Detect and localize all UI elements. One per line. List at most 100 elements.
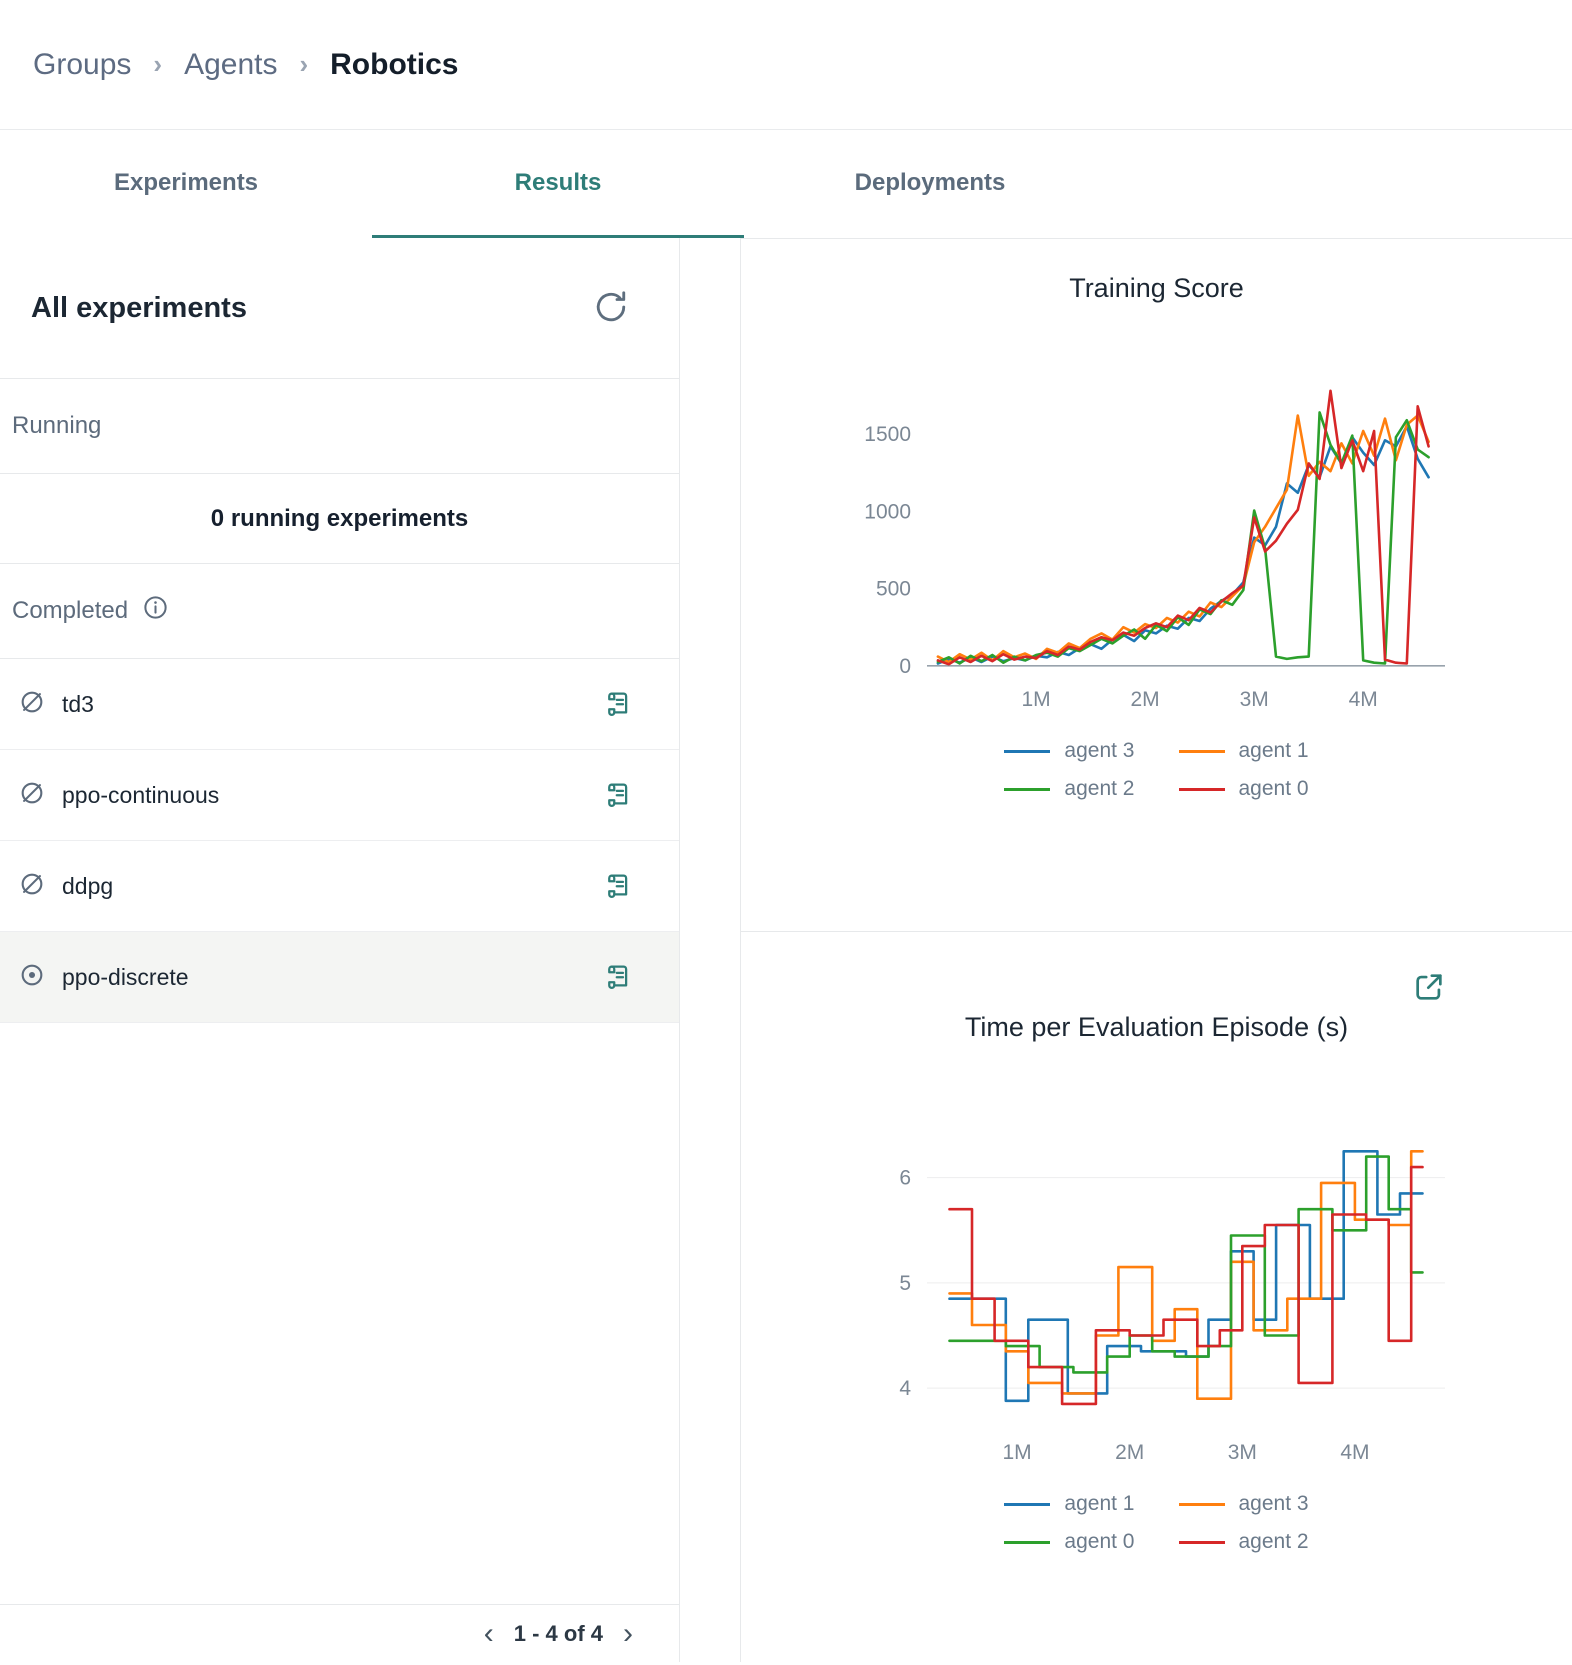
log-scroll-icon: [603, 779, 633, 812]
legend-label: agent 3: [1064, 739, 1135, 762]
info-icon[interactable]: [142, 594, 169, 628]
open-external-button[interactable]: [1408, 966, 1450, 1011]
chart-title: Training Score: [1069, 273, 1244, 303]
y-tick-label: 0: [899, 655, 911, 678]
completed-label: Completed: [12, 597, 129, 624]
pagination: ‹ 1 - 4 of 4 ›: [0, 1604, 679, 1662]
experiment-row-td3[interactable]: td3: [0, 659, 679, 750]
view-logs-button[interactable]: [599, 684, 637, 725]
y-tick-label: 500: [875, 578, 910, 601]
x-tick-label: 2M: [1115, 1441, 1144, 1464]
legend-swatch: [1004, 1502, 1051, 1506]
breadcrumb-separator-icon: ›: [299, 49, 309, 79]
refresh-button[interactable]: [589, 285, 633, 332]
experiments-panel: All experiments Running 0 running experi…: [0, 238, 680, 1662]
x-tick-label: 3M: [1227, 1441, 1256, 1464]
legend-item-agent-3: agent 3: [1004, 739, 1135, 763]
tab-deployments[interactable]: Deployments: [854, 168, 1006, 196]
x-tick-label: 4M: [1340, 1441, 1369, 1464]
y-tick-label: 4: [899, 1377, 911, 1400]
legend-label: agent 2: [1238, 1530, 1309, 1553]
legend-item-agent-2: agent 2: [1004, 777, 1135, 801]
legend-item-agent-1: agent 1: [1004, 1492, 1135, 1516]
visibility-off-icon[interactable]: [18, 779, 46, 812]
training-score-legend: agent 3 agent 1 agent 2 agent 0: [847, 739, 1467, 801]
experiment-name: ppo-continuous: [62, 781, 220, 808]
experiment-name: ddpg: [62, 872, 114, 899]
log-scroll-icon: [603, 961, 633, 994]
legend-item-agent-2: agent 2: [1178, 1530, 1309, 1554]
running-label: Running: [12, 412, 102, 439]
results-panel: Training Score 0 500 1000 1500 1M 2M 3M 4M agen…: [740, 238, 1572, 1662]
legend-swatch: [1178, 787, 1225, 791]
series-line-agent-3: [947, 1150, 1424, 1400]
legend-swatch: [1178, 749, 1225, 753]
breadcrumb-groups[interactable]: Groups: [33, 47, 132, 81]
breadcrumb-agents[interactable]: Agents: [184, 47, 278, 81]
log-scroll-icon: [603, 870, 633, 903]
eval-time-card: Time per Evaluation Episode (s) 4 5 6 1M 2M 3…: [741, 931, 1572, 1662]
training-score-card: Training Score 0 500 1000 1500 1M 2M 3M 4M agen…: [741, 239, 1572, 931]
legend-label: agent 0: [1238, 777, 1309, 800]
visibility-off-icon[interactable]: [18, 870, 46, 903]
visibility-off-icon[interactable]: [18, 688, 46, 721]
experiment-row-ppo-discrete[interactable]: ppo-discrete: [0, 932, 679, 1023]
legend-label: agent 3: [1238, 1492, 1309, 1515]
x-tick-label: 3M: [1239, 688, 1268, 711]
eval-time-chart: 4 5 6 1M 2M 3M 4M: [899, 1150, 1445, 1464]
eval-time-legend: agent 1 agent 3 agent 0 agent 2: [847, 1492, 1467, 1554]
series-line-agent-0: [947, 1155, 1424, 1374]
y-tick-label: 5: [899, 1272, 911, 1295]
legend-swatch: [1004, 1540, 1051, 1544]
breadcrumb-separator-icon: ›: [153, 49, 163, 79]
legend-item-agent-0: agent 0: [1178, 777, 1309, 801]
series-line-agent-2: [947, 1165, 1424, 1406]
pagination-next-icon[interactable]: ›: [619, 1618, 637, 1649]
legend-label: agent 1: [1238, 739, 1309, 762]
legend-item-agent-3: agent 3: [1178, 1492, 1309, 1516]
legend-item-agent-1: agent 1: [1178, 739, 1309, 763]
y-tick-label: 1000: [864, 500, 911, 523]
legend-item-agent-0: agent 0: [1004, 1530, 1135, 1554]
view-logs-button[interactable]: [599, 957, 637, 998]
series-line-agent-1: [947, 1150, 1424, 1403]
visibility-on-icon[interactable]: [18, 961, 46, 994]
experiment-row-ppo-continuous[interactable]: ppo-continuous: [0, 750, 679, 841]
series-line-agent-3: [936, 425, 1430, 665]
legend-swatch: [1178, 1502, 1225, 1506]
x-tick-label: 2M: [1130, 688, 1159, 711]
tab-results[interactable]: Results: [372, 130, 744, 238]
legend-label: agent 1: [1064, 1492, 1135, 1515]
legend-swatch: [1004, 749, 1051, 753]
pagination-prev-icon[interactable]: ‹: [480, 1618, 498, 1649]
external-link-icon: [1412, 970, 1446, 1007]
panel-title: All experiments: [31, 291, 247, 324]
legend-label: agent 2: [1064, 777, 1135, 800]
x-tick-label: 1M: [1021, 688, 1050, 711]
refresh-icon: [593, 289, 629, 328]
tab-bar: Experiments Results Deployments: [0, 130, 1572, 238]
running-empty-message: 0 running experiments: [0, 474, 679, 564]
experiment-row-ddpg[interactable]: ddpg: [0, 841, 679, 932]
view-logs-button[interactable]: [599, 866, 637, 907]
legend-label: agent 0: [1064, 1530, 1135, 1553]
view-logs-button[interactable]: [599, 775, 637, 816]
breadcrumb: Groups › Agents › Robotics: [0, 0, 1572, 130]
legend-swatch: [1004, 787, 1051, 791]
experiment-name: td3: [62, 690, 94, 717]
series-line-agent-0: [936, 389, 1430, 666]
y-tick-label: 6: [899, 1167, 911, 1190]
x-tick-label: 1M: [1002, 1441, 1031, 1464]
x-tick-label: 4M: [1348, 688, 1377, 711]
y-tick-label: 1500: [864, 423, 911, 446]
experiment-name: ppo-discrete: [62, 963, 189, 990]
training-score-chart: 0 500 1000 1500 1M 2M 3M 4M: [864, 389, 1445, 711]
tab-experiments[interactable]: Experiments: [113, 168, 259, 196]
running-section-header: Running: [0, 379, 679, 474]
chart-title: Time per Evaluation Episode (s): [964, 1012, 1349, 1042]
breadcrumb-current-page: Robotics: [330, 47, 459, 81]
pagination-text: 1 - 4 of 4: [513, 1620, 603, 1646]
legend-swatch: [1178, 1540, 1225, 1544]
completed-section-header: Completed: [0, 564, 679, 659]
log-scroll-icon: [603, 688, 633, 721]
